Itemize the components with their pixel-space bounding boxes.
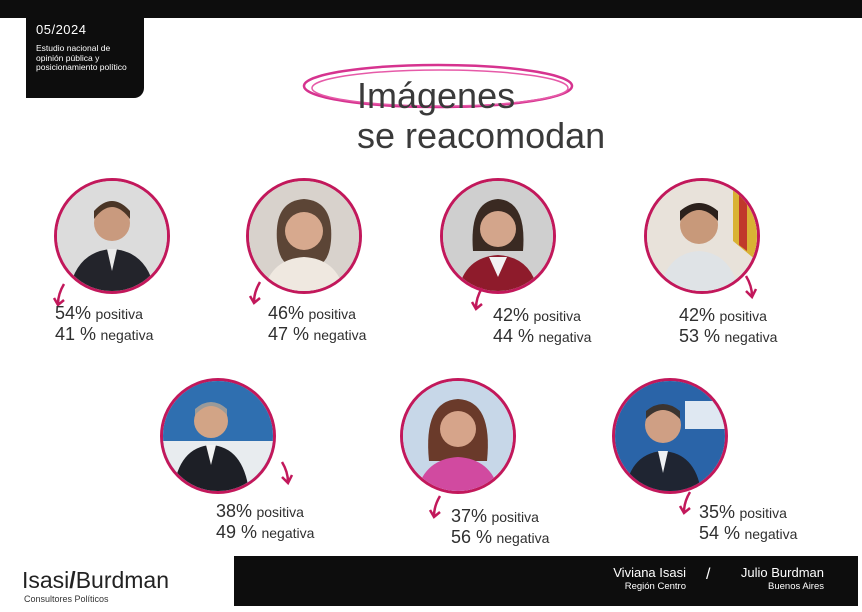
arrow-down-icon [280,461,294,486]
positive-value: 42% [493,305,530,325]
negative-value: 41 % [55,324,97,344]
title-line-1: Imágenes [357,75,516,116]
positive-label: positiva [739,505,787,521]
arrow-down-icon [52,283,66,307]
negative-label: negativa [496,530,550,546]
negative-label: negativa [100,327,154,343]
negative-label: negativa [261,525,315,541]
signatory-2-name: Julio Burdman [740,565,824,580]
arrow-down-icon [678,491,692,515]
negative-value: 47 % [268,324,310,344]
positive-label: positiva [533,308,581,324]
positive-value: 54% [55,303,92,323]
stat-block-4: 42% positiva 53 % negativa [679,305,777,347]
negative-value: 49 % [216,522,258,542]
positive-label: positiva [491,509,539,525]
signatory-1: Viviana Isasi Región Centro [613,565,686,592]
stat-block-6: 37% positiva 56 % negativa [451,506,549,548]
negative-value: 44 % [493,326,535,346]
brand-right: Burdman [75,567,170,593]
positive-label: positiva [256,504,304,520]
stat-block-3: 42% positiva 44 % negativa [493,305,591,347]
brand-logo: Isasi/Burdman [22,567,169,594]
report-tag: 05/2024 Estudio nacional de opinión públ… [26,14,144,98]
report-description: Estudio nacional de opinión pública y po… [36,43,127,72]
positive-label: positiva [95,306,143,322]
brand-slash: / [69,567,76,593]
negative-label: negativa [313,327,367,343]
portrait-6 [400,378,516,494]
signatory-1-region: Región Centro [624,581,686,592]
negative-value: 53 % [679,326,721,346]
positive-label: positiva [719,308,767,324]
brand-left: Isasi [22,567,70,593]
stat-block-1: 54% positiva 41 % negativa [55,303,153,345]
portrait-2 [246,178,362,294]
signatory-2-region: Buenos Aires [768,581,824,592]
report-date: 05/2024 [36,22,87,37]
arrow-down-icon [248,281,262,305]
title-highlight-ellipse [302,63,574,109]
title-line-2: se reacomodan [357,115,606,156]
portrait-7 [612,378,728,494]
negative-label: negativa [538,329,592,345]
signatory-2: Julio Burdman Buenos Aires [741,565,824,592]
positive-value: 46% [268,303,305,323]
negative-value: 54 % [699,523,741,543]
top-bar [0,0,862,18]
stat-block-5: 38% positiva 49 % negativa [216,501,314,543]
positive-label: positiva [308,306,356,322]
signatory-1-name: Viviana Isasi [613,565,686,580]
positive-value: 37% [451,506,488,526]
signature-separator: / [706,566,711,583]
positive-value: 35% [699,502,736,522]
arrow-down-icon [744,275,758,300]
footer: Isasi/Burdman Consultores Políticos Vivi… [0,553,862,612]
portrait-5 [160,378,276,494]
positive-value: 38% [216,501,253,521]
portrait-3 [440,178,556,294]
negative-value: 56 % [451,527,493,547]
stat-block-7: 35% positiva 54 % negativa [699,502,797,544]
stat-block-2: 46% positiva 47 % negativa [268,303,366,345]
positive-value: 42% [679,305,716,325]
portrait-4 [644,178,760,294]
portrait-1 [54,178,170,294]
signature-bar: Viviana Isasi Región Centro / Julio Burd… [234,556,858,606]
negative-label: negativa [744,526,798,542]
arrow-down-icon [428,495,442,519]
brand-subtitle: Consultores Políticos [24,594,109,604]
negative-label: negativa [724,329,778,345]
arrow-down-icon [470,287,484,311]
